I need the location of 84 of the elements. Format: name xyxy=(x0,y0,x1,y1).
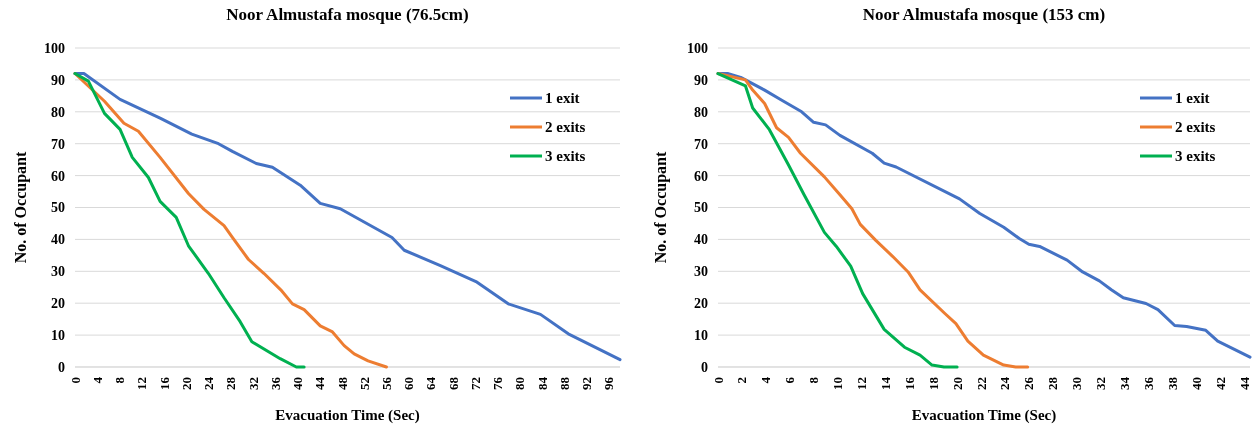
x-tick-label: 28 xyxy=(223,376,239,390)
y-tick-label: 10 xyxy=(51,328,65,343)
x-tick-label: 2 xyxy=(734,377,750,384)
line-series xyxy=(73,72,622,362)
x-tick-label: 24 xyxy=(201,376,217,390)
x-tick-label: 76 xyxy=(490,376,506,390)
x-tick-label: 16 xyxy=(156,376,172,390)
x-tick-label: 12 xyxy=(854,377,870,390)
x-tick-label: 84 xyxy=(534,376,550,390)
x-tick-label: 56 xyxy=(378,376,394,390)
x-tick-label: 88 xyxy=(556,376,572,390)
y-tick-label: 40 xyxy=(51,232,65,248)
y-axis-title: No. of Occupant xyxy=(652,151,670,264)
x-tick-label: 8 xyxy=(806,376,822,384)
x-tick-label: 68 xyxy=(445,376,461,390)
x-axis-title: Evacuation Time (Sec) xyxy=(911,407,1057,424)
y-tick-label: 20 xyxy=(51,296,65,312)
x-tick-label: 10 xyxy=(830,377,846,390)
x-tick-label: 12 xyxy=(134,377,150,390)
y-tick-label: 60 xyxy=(694,168,708,184)
x-tick-label: 44 xyxy=(1236,376,1252,390)
line-series xyxy=(73,72,306,369)
x-tick-label: 16 xyxy=(901,376,917,390)
x-tick-label: 96 xyxy=(601,376,617,390)
y-tick-label: 90 xyxy=(51,72,65,88)
x-tick-label: 34 xyxy=(1117,376,1133,390)
x-tick-label: 20 xyxy=(178,377,194,390)
x-tick-label: 0 xyxy=(67,377,83,384)
x-tick-label: 22 xyxy=(973,377,989,390)
y-axis-title: No. of Occupant xyxy=(12,151,30,264)
x-tick-label: 36 xyxy=(267,376,283,390)
y-tick-label: 40 xyxy=(694,232,708,248)
y-tick-label: 10 xyxy=(694,328,708,343)
legend-label: 3 exits xyxy=(545,148,586,164)
y-tick-label: 60 xyxy=(51,168,65,184)
legend-label: 2 exits xyxy=(545,119,586,135)
x-tick-label: 38 xyxy=(1164,376,1180,390)
x-tick-label: 40 xyxy=(1188,377,1204,390)
x-tick-label: 24 xyxy=(997,376,1013,390)
y-tick-label: 80 xyxy=(694,104,708,120)
x-tick-label: 42 xyxy=(1212,377,1228,390)
x-tick-label: 40 xyxy=(290,377,305,390)
x-tick-label: 48 xyxy=(334,376,350,390)
y-tick-label: 100 xyxy=(44,40,65,56)
line-series xyxy=(716,72,959,369)
x-tick-label: 4 xyxy=(758,376,774,384)
x-tick-label: 20 xyxy=(949,377,965,390)
x-tick-label: 92 xyxy=(579,377,595,390)
y-tick-label: 90 xyxy=(694,72,708,88)
y-tick-label: 50 xyxy=(694,200,708,216)
x-tick-label: 60 xyxy=(401,377,417,390)
x-tick-label: 52 xyxy=(356,377,372,390)
x-tick-label: 80 xyxy=(512,377,528,390)
x-tick-label: 0 xyxy=(710,377,726,384)
y-tick-label: 30 xyxy=(51,264,65,280)
x-tick-label: 26 xyxy=(1021,376,1037,390)
line-series xyxy=(716,72,1030,369)
x-tick-label: 4 xyxy=(89,376,105,384)
x-tick-label: 36 xyxy=(1140,376,1156,390)
legend-label: 2 exits xyxy=(1175,119,1216,135)
y-tick-label: 80 xyxy=(51,104,65,120)
y-tick-label: 100 xyxy=(687,40,708,56)
x-tick-label: 28 xyxy=(1045,376,1061,390)
x-tick-label: 14 xyxy=(877,376,893,390)
legend-label: 1 exit xyxy=(545,90,580,106)
x-tick-label: 32 xyxy=(245,377,261,390)
x-tick-label: 64 xyxy=(423,376,439,390)
y-tick-label: 70 xyxy=(51,136,65,152)
legend-label: 3 exits xyxy=(1175,148,1216,164)
legend-label: 1 exit xyxy=(1175,90,1210,106)
x-tick-label: 30 xyxy=(1069,377,1085,390)
x-tick-label: 32 xyxy=(1093,377,1109,390)
x-tick-label: 18 xyxy=(925,376,941,390)
chart-title: Noor Almustafa mosque (153 cm) xyxy=(862,5,1106,24)
x-tick-label: 6 xyxy=(782,376,798,384)
y-tick-label: 50 xyxy=(51,200,65,216)
x-tick-label: 72 xyxy=(467,377,483,390)
chart-title: Noor Almustafa mosque (76.5cm) xyxy=(226,5,469,24)
x-tick-label: 44 xyxy=(312,376,328,390)
y-tick-label: 20 xyxy=(694,296,708,312)
y-tick-label: 30 xyxy=(694,264,708,280)
x-tick-label: 8 xyxy=(112,376,128,384)
x-axis-title: Evacuation Time (Sec) xyxy=(275,407,420,424)
y-tick-label: 70 xyxy=(694,136,708,152)
